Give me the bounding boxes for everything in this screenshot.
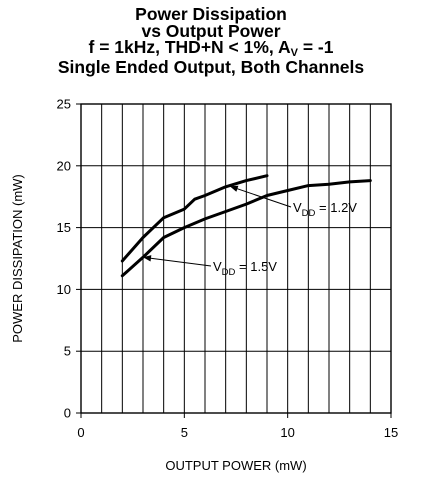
title-line-3: f = 1kHz, THD+N < 1%, AV = -1	[0, 37, 422, 59]
label-vdd-1-5v-arrowhead	[143, 255, 152, 262]
x-tick-label: 0	[77, 425, 84, 440]
label-vdd-1-2v-v: V	[293, 200, 302, 215]
title-line-3-tail: = -1	[297, 37, 334, 57]
title-line-3-subscript: V	[290, 47, 298, 59]
label-vdd-1-5v-subscript: DD	[222, 267, 236, 278]
x-axis-title: OUTPUT POWER (mW)	[165, 458, 306, 473]
series-line-vdd-1-5v	[120, 179, 372, 278]
label-vdd-1-2v-value: = 1.2V	[315, 200, 357, 215]
label-vdd-1-5v-v: V	[213, 259, 222, 274]
label-vdd-1-5v: VDD = 1.5V	[213, 259, 277, 278]
y-tick-label: 25	[57, 97, 71, 112]
title-line-4: Single Ended Output, Both Channels	[57, 56, 365, 77]
y-tick-label: 5	[64, 344, 71, 359]
y-tick-label: 20	[57, 158, 71, 173]
y-tick-label: 15	[57, 220, 71, 235]
x-tick-label: 15	[384, 425, 398, 440]
series-line-vdd-1-2v	[120, 174, 269, 263]
y-tick-label: 10	[57, 282, 71, 297]
label-vdd-1-5v-leader	[142, 256, 212, 267]
chart-title: Power Dissipation vs Output Power f = 1k…	[0, 6, 422, 75]
label-vdd-1-2v-subscript: DD	[302, 208, 316, 219]
label-vdd-1-2v-arrowhead	[229, 185, 239, 192]
plot-frame	[80, 103, 392, 414]
title-line-1: Power Dissipation	[135, 4, 287, 24]
y-tick-label: 0	[64, 406, 71, 421]
y-axis-title: POWER DISSIPATION (mW)	[10, 174, 25, 343]
label-vdd-1-2v-leader	[229, 185, 292, 208]
title-line-3-main: f = 1kHz, THD+N < 1%, A	[88, 37, 291, 57]
title-line-2: vs Output Power	[141, 20, 281, 41]
x-tick-label: 10	[280, 425, 294, 440]
x-tick-label: 5	[181, 425, 188, 440]
label-vdd-1-5v-value: = 1.5V	[235, 259, 277, 274]
label-vdd-1-2v: VDD = 1.2V	[293, 200, 357, 219]
